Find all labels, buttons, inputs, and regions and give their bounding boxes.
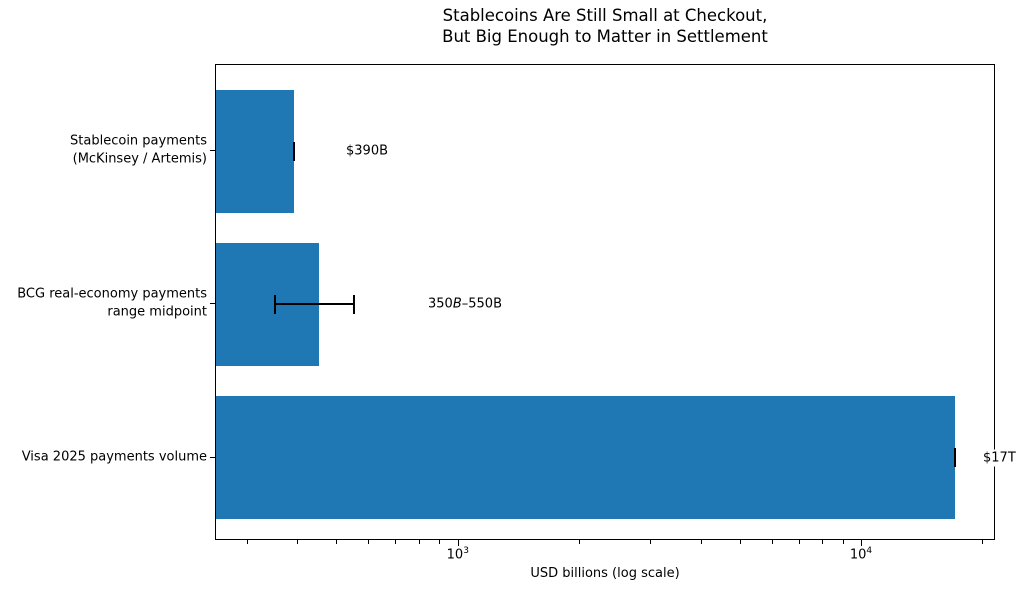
x-minor-tick <box>982 540 984 544</box>
y-tick-label: Visa 2025 payments volume <box>0 448 207 466</box>
x-minor-tick <box>297 540 299 544</box>
bar <box>216 89 294 213</box>
x-minor-tick <box>700 540 702 544</box>
x-minor-tick <box>246 540 248 544</box>
error-bar <box>274 303 354 305</box>
chart-title-line2: But Big Enough to Matter in Settlement <box>442 27 768 46</box>
y-tick-label-line: (McKinsey / Artemis) <box>72 151 207 166</box>
error-cap <box>953 448 956 467</box>
annotation-text-part: B <box>452 296 462 312</box>
x-tick-label: 104 <box>850 546 872 562</box>
x-major-tick <box>457 540 459 546</box>
x-axis-label: USD billions (log scale) <box>530 566 680 581</box>
y-tick-mark <box>210 456 215 458</box>
chart-title: Stablecoins Are Still Small at Checkout,… <box>215 5 995 47</box>
bar-annotation: $17T <box>981 449 1018 466</box>
error-cap <box>292 141 295 161</box>
x-tick-label-part: 10 <box>446 547 464 563</box>
y-tick-label-line: BCG real-economy payments <box>17 286 207 302</box>
error-cap <box>273 294 276 314</box>
x-minor-tick <box>336 540 338 544</box>
x-tick-label-part: 4 <box>866 546 873 556</box>
x-tick-label-part: 10 <box>849 547 867 563</box>
y-tick-label-line: Stablecoin payments <box>70 133 207 149</box>
annotations-layer: $390B 350B–550B $17T <box>216 65 1018 539</box>
annotation-text-part: –550B <box>461 296 502 312</box>
annotation-text-part: 350 <box>428 296 453 312</box>
bar <box>216 396 955 519</box>
y-tick-label: BCG real-economy payments range midpoint <box>0 286 207 321</box>
bar-annotation: $390B <box>344 142 391 160</box>
bar-annotation: 350B–550B <box>426 295 504 313</box>
x-minor-tick <box>395 540 397 544</box>
error-cap <box>353 294 356 314</box>
y-tick-mark <box>210 150 215 152</box>
chart-title-line1: Stablecoins Are Still Small at Checkout, <box>442 6 768 25</box>
x-minor-tick <box>650 540 652 544</box>
y-tick-label-line: Visa 2025 payments volume <box>21 448 207 464</box>
x-minor-tick <box>439 540 441 544</box>
x-minor-tick <box>579 540 581 544</box>
x-minor-tick <box>418 540 420 544</box>
x-minor-tick <box>739 540 741 544</box>
x-minor-tick <box>842 540 844 544</box>
x-minor-tick <box>368 540 370 544</box>
x-minor-tick <box>821 540 823 544</box>
x-major-tick <box>861 540 863 546</box>
error-bars-layer <box>216 65 994 539</box>
x-tick-label: 103 <box>447 546 469 562</box>
plot-area: $390B 350B–550B $17T <box>215 64 1018 540</box>
x-tick-label-part: 3 <box>463 546 469 556</box>
y-tick-label-line: range midpoint <box>107 304 207 319</box>
y-tick-mark <box>210 303 215 305</box>
y-tick-label: Stablecoin payments (McKinsey / Artemis) <box>0 133 207 168</box>
x-minor-tick <box>771 540 773 544</box>
x-minor-tick <box>798 540 800 544</box>
